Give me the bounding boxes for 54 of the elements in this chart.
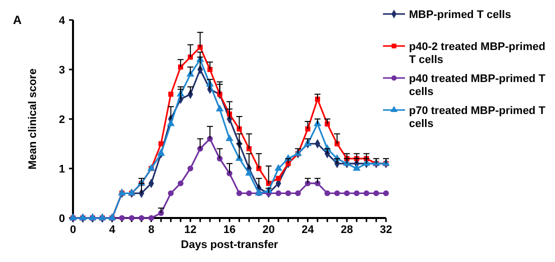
point [373,190,380,196]
point [245,168,253,176]
point [285,190,292,196]
point [148,215,154,221]
point [364,190,370,196]
point [138,215,144,221]
y-tick-label: 4 [58,15,66,27]
point [276,190,282,196]
legend-label: MBP-primed T cells [409,9,512,21]
point [276,176,281,181]
point [344,190,350,196]
point [324,190,330,196]
point [119,215,125,221]
x-tick-label: 16 [223,224,236,236]
point [352,164,361,171]
legend-label: p40 treated MBP-primed T cells [409,73,546,98]
point [188,166,194,172]
x-tick-label: 24 [302,224,315,236]
point [236,126,242,132]
x-tick-label: 0 [70,224,76,236]
y-axis-title: Mean clinical score [27,68,39,170]
point [274,164,282,171]
point [178,180,184,186]
y-tick-label: 3 [58,64,65,76]
x-tick-label: 8 [148,224,154,236]
point [334,190,340,196]
x-tick-label: 4 [109,224,116,236]
point [236,190,242,196]
point [168,92,174,97]
legend-label: p70 treated MBP-primed T cells [409,105,546,130]
y-tick-label: 0 [58,213,65,225]
y-tick-label: 2 [58,114,65,126]
point [128,215,135,221]
point [295,190,301,196]
point [157,149,165,156]
point [383,190,389,196]
y-tick-label: 1 [58,164,65,176]
x-tick-label: 12 [184,224,196,236]
x-axis-title: Days post-transfer [180,239,279,251]
x-tick-label: 28 [340,224,353,236]
chart-title: A [13,13,22,27]
point [334,141,340,146]
point [354,190,360,196]
point [166,119,175,126]
point [226,134,234,142]
point [305,126,310,132]
legend-label: p40-2 treated MBP-primed T cells [409,41,546,66]
point [216,104,224,112]
point [198,44,203,50]
point [158,141,164,146]
x-tick-label: 20 [262,224,275,236]
point [168,190,174,196]
point [246,190,252,196]
x-tick-label: 32 [380,224,392,236]
